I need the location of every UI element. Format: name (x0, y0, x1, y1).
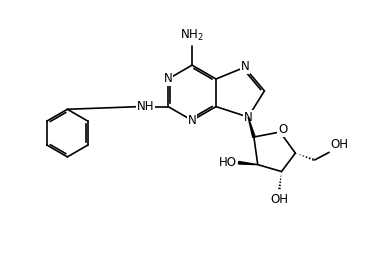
Polygon shape (239, 161, 258, 165)
Text: NH: NH (137, 100, 155, 113)
Text: OH: OH (330, 138, 348, 151)
Polygon shape (248, 117, 255, 137)
Text: N: N (244, 111, 253, 124)
Text: OH: OH (270, 193, 288, 206)
Text: HO: HO (219, 156, 237, 169)
Text: N: N (241, 60, 249, 73)
Text: N: N (188, 114, 196, 127)
Text: O: O (278, 123, 287, 136)
Text: NH$_2$: NH$_2$ (180, 28, 204, 43)
Text: N: N (164, 72, 173, 86)
